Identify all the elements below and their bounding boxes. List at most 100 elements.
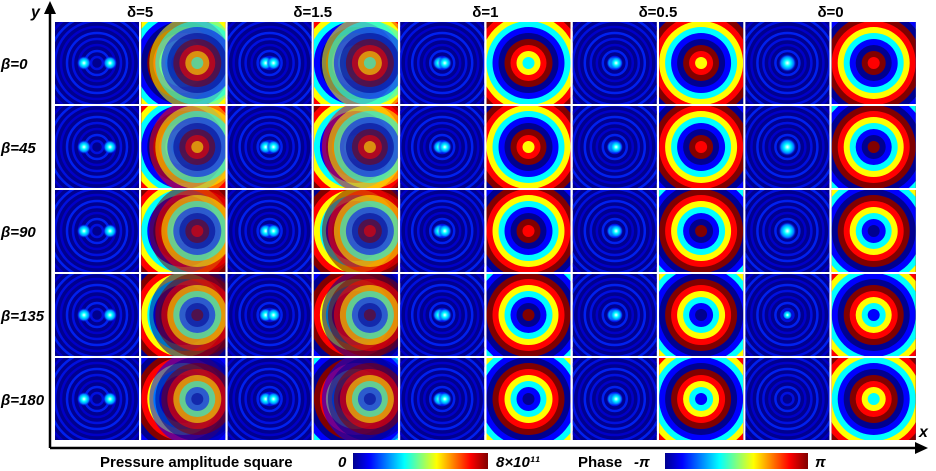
amplitude-ring (404, 25, 480, 101)
phase-colorbar (665, 453, 808, 469)
phase-ring (522, 141, 535, 153)
phase-ring (363, 141, 376, 153)
source-spot (437, 56, 452, 70)
phase-panel (486, 190, 571, 272)
amplitude-ring (601, 301, 629, 329)
amplitude-panel (745, 106, 830, 188)
amplitude-panel (745, 274, 830, 356)
amplitude-ring (65, 31, 129, 95)
amplitude-ring (404, 109, 480, 185)
amplitude-ring (238, 115, 301, 179)
phase-ring (522, 309, 535, 321)
source-spot (103, 392, 117, 406)
amplitude-ring (595, 379, 635, 419)
amplitude-ring (762, 37, 813, 89)
amplitude-panel (400, 274, 485, 356)
amplitude-ring (601, 217, 629, 245)
column-labels: δ=5 δ=1.5 δ=1 δ=0.5 δ=0 (127, 4, 844, 21)
source-spot (266, 56, 281, 70)
amplitude-ring (780, 307, 795, 323)
phase-ring (191, 57, 204, 69)
source-spot (778, 54, 797, 72)
x-axis-arrow (915, 442, 928, 454)
amplitude-ring (244, 289, 295, 341)
phase-ring (363, 57, 376, 69)
amplitude-ring (410, 115, 474, 179)
amplitude-ring (59, 277, 135, 353)
panel-background (55, 274, 139, 356)
phase-ring (522, 225, 535, 237)
phase-panel (659, 358, 744, 440)
amplitude-ring (256, 133, 283, 161)
amplitude-panel (227, 358, 312, 440)
amplitude-ring (250, 295, 289, 335)
phase-ring (191, 225, 204, 237)
amplitude-panel (400, 22, 485, 104)
amplitude-ring (250, 43, 289, 83)
source-spot (437, 140, 452, 154)
amplitude-ring (756, 115, 819, 179)
x-axis-label: x (918, 424, 929, 441)
amplitude-ring (422, 211, 462, 251)
amplitude-ring (71, 37, 123, 89)
amplitude-ring (410, 31, 474, 95)
row-label: β=90 (0, 224, 36, 241)
column-label: δ=1 (472, 4, 498, 21)
source-spot (103, 56, 117, 70)
source-spot (103, 140, 117, 154)
amplitude-ring (232, 109, 307, 185)
amplitude-ring (595, 211, 635, 251)
amplitude-panel (400, 190, 485, 272)
amplitude-ring (774, 49, 801, 77)
amplitude-ring (416, 121, 468, 173)
amplitude-ring (750, 109, 825, 185)
amplitude-ring (768, 379, 807, 419)
source-spot (609, 140, 624, 154)
amplitude-ring (416, 289, 468, 341)
source-spot (609, 308, 624, 322)
amplitude-ring (768, 127, 807, 167)
phase-ring (867, 141, 880, 153)
phase-ring (695, 225, 708, 237)
amplitude-ring (583, 283, 647, 347)
source-spot (266, 308, 281, 322)
panel-background (55, 190, 139, 272)
amplitude-ring (583, 31, 647, 95)
amplitude-ring (59, 193, 135, 269)
phase-panel (313, 22, 398, 104)
phase-ring (363, 393, 376, 405)
amplitude-ring (250, 127, 289, 167)
amplitude-ring (750, 25, 825, 101)
source-spot (266, 140, 281, 154)
amplitude-ring (256, 217, 283, 245)
amplitude-panel (55, 358, 139, 440)
y-axis-arrow (44, 1, 56, 14)
amplitude-ring (65, 367, 129, 431)
source-spot (778, 138, 797, 156)
phase-ring (191, 393, 204, 405)
amplitude-ring (238, 283, 301, 347)
amplitude-ring (404, 277, 480, 353)
amplitude-ring (65, 115, 129, 179)
phase-panel (141, 106, 226, 188)
amplitude-ring (59, 25, 135, 101)
source-spot (103, 224, 117, 238)
source-spot (77, 308, 91, 322)
phase-panel (831, 106, 916, 188)
amplitude-ring (410, 367, 474, 431)
amplitude-panel (572, 274, 657, 356)
amplitude-colorbar (353, 453, 488, 469)
source-spot (77, 56, 91, 70)
phase-panel (486, 274, 571, 356)
amplitude-ring (232, 361, 307, 437)
source-spot (77, 224, 91, 238)
amplitude-ring (428, 385, 456, 413)
amplitude-ring (750, 277, 825, 353)
amplitude-ring (422, 43, 462, 83)
source-spot (77, 140, 91, 154)
phase-ring (695, 141, 708, 153)
amplitude-ring (59, 109, 135, 185)
source-spot (266, 392, 281, 406)
panel-background (55, 22, 139, 104)
amplitude-panel (400, 106, 485, 188)
